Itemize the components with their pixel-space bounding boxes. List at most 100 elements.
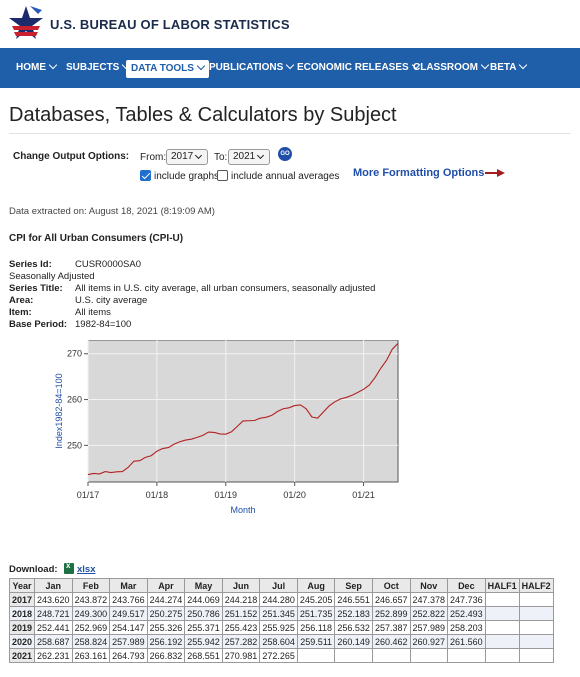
include-annual-label: include annual averages bbox=[231, 171, 340, 182]
column-header: May bbox=[184, 578, 223, 593]
table-cell: 256.532 bbox=[334, 620, 373, 635]
table-row: 2021 262.231 263.161 264.793 266.832 268.551 2… bbox=[8, 648, 554, 663]
go-button[interactable]: GO bbox=[278, 147, 292, 161]
series-id-value: CUSR0000SA0 bbox=[75, 259, 142, 270]
bureau-name[interactable]: U.S. BUREAU OF LABOR STATISTICS bbox=[50, 17, 290, 32]
nav-item-data-tools[interactable]: DATA TOOLS bbox=[126, 60, 209, 78]
table-cell: 243.620 bbox=[34, 592, 73, 607]
row-year: 2021 bbox=[8, 648, 36, 663]
table-cell bbox=[484, 606, 520, 621]
more-formatting-link[interactable]: More Formatting Options bbox=[353, 167, 485, 179]
chevron-down-icon bbox=[194, 151, 203, 160]
table-cell: 256.118 bbox=[296, 620, 336, 635]
table-cell: 263.161 bbox=[71, 648, 111, 663]
nav-item-economic-releases[interactable]: ECONOMIC RELEASES bbox=[297, 48, 420, 88]
nav-item-subjects[interactable]: SUBJECTS bbox=[66, 48, 131, 88]
column-header: Apr bbox=[146, 578, 186, 593]
x-tick-label: 01/18 bbox=[146, 490, 169, 500]
excel-file-icon[interactable] bbox=[64, 561, 74, 574]
table-header-row: Year Jan Feb Mar Apr May Jun Jul Aug Sep Oct Nov Dec… bbox=[8, 578, 554, 593]
table-cell: 258.203 bbox=[447, 620, 486, 635]
item-label: Item: bbox=[9, 307, 32, 318]
table-cell: 268.551 bbox=[184, 648, 223, 663]
bls-star-logo-icon[interactable] bbox=[8, 4, 44, 44]
column-header: Jan bbox=[34, 578, 73, 593]
column-header: HALF2 bbox=[518, 578, 554, 593]
column-header: Jun bbox=[221, 578, 261, 593]
y-axis: 250 260 270 bbox=[67, 349, 88, 450]
table-cell: 260.927 bbox=[409, 634, 449, 649]
table-cell bbox=[484, 620, 520, 635]
column-header: Feb bbox=[71, 578, 111, 593]
table-cell bbox=[371, 648, 411, 663]
x-tick-label: 01/21 bbox=[352, 490, 375, 500]
chevron-down-icon bbox=[48, 60, 58, 70]
table-cell: 252.899 bbox=[371, 606, 411, 621]
nav-item-classroom[interactable]: CLASSROOM bbox=[413, 48, 490, 88]
base-period-value: 1982-84=100 bbox=[75, 319, 132, 330]
table-cell: 247.736 bbox=[447, 592, 486, 607]
table-row: 2018 248.721 249.300 249.517 250.275 250.786 2… bbox=[8, 606, 554, 621]
item-value: All items bbox=[75, 307, 111, 318]
chevron-down-icon bbox=[480, 60, 490, 70]
series-heading: CPI for All Urban Consumers (CPI-U) bbox=[9, 233, 184, 244]
column-header: Oct bbox=[371, 578, 411, 593]
to-label: To: bbox=[214, 152, 228, 163]
nav-item-home[interactable]: HOME bbox=[16, 48, 58, 88]
to-year-select[interactable]: 2021 bbox=[228, 149, 270, 165]
row-year: 2017 bbox=[8, 592, 36, 607]
table-cell bbox=[447, 648, 486, 663]
series-line-cpi bbox=[87, 342, 399, 476]
table-cell: 251.345 bbox=[259, 606, 298, 621]
row-year: 2019 bbox=[8, 620, 36, 635]
table-cell: 255.326 bbox=[146, 620, 186, 635]
table-cell: 258.604 bbox=[259, 634, 298, 649]
seasonal-adjustment: Seasonally Adjusted bbox=[9, 271, 95, 282]
table-cell bbox=[518, 592, 554, 607]
column-header: Aug bbox=[296, 578, 336, 593]
y-tick-label: 260 bbox=[67, 395, 82, 405]
column-header: Dec bbox=[447, 578, 486, 593]
column-header: HALF1 bbox=[484, 578, 520, 593]
row-year: 2020 bbox=[8, 634, 36, 649]
table-cell: 252.493 bbox=[447, 606, 486, 621]
y-axis-label: Index1982-84=100 bbox=[54, 373, 64, 448]
table-cell: 255.925 bbox=[259, 620, 298, 635]
table-cell: 250.275 bbox=[146, 606, 186, 621]
table-cell: 255.423 bbox=[221, 620, 261, 635]
x-tick-label: 01/20 bbox=[283, 490, 306, 500]
table-cell: 252.441 bbox=[34, 620, 73, 635]
title-divider bbox=[9, 133, 571, 134]
column-header: Sep bbox=[334, 578, 373, 593]
include-graphs-checkbox[interactable] bbox=[140, 170, 151, 181]
table-cell: 257.989 bbox=[109, 634, 148, 649]
table-cell: 272.265 bbox=[259, 648, 298, 663]
from-year-select[interactable]: 2017 bbox=[166, 149, 208, 165]
table-cell: 246.657 bbox=[371, 592, 411, 607]
y-tick-label: 250 bbox=[67, 440, 82, 450]
series-id-label: Series Id: bbox=[9, 259, 52, 270]
table-cell: 260.462 bbox=[371, 634, 411, 649]
table-cell: 244.280 bbox=[259, 592, 298, 607]
table-row: 2019 252.441 252.969 254.147 255.326 255.371 2… bbox=[8, 620, 554, 635]
from-label: From: bbox=[140, 152, 167, 163]
xlsx-download-link[interactable]: xlsx bbox=[77, 564, 96, 575]
column-header: Mar bbox=[109, 578, 148, 593]
series-title-label: Series Title: bbox=[9, 283, 63, 294]
table-cell: 245.205 bbox=[296, 592, 336, 607]
table-cell: 261.560 bbox=[447, 634, 486, 649]
nav-item-publications[interactable]: PUBLICATIONS bbox=[209, 48, 295, 88]
nav-item-beta[interactable]: BETA bbox=[490, 48, 528, 88]
table-cell bbox=[484, 648, 520, 663]
table-row: 2020 258.687 258.824 257.989 256.192 255.942 2… bbox=[8, 634, 554, 649]
include-annual-checkbox[interactable] bbox=[217, 170, 228, 181]
area-label: Area: bbox=[9, 295, 34, 306]
column-header: Year bbox=[8, 578, 36, 593]
table-cell: 258.687 bbox=[34, 634, 73, 649]
table-cell: 244.274 bbox=[146, 592, 186, 607]
table-cell: 260.149 bbox=[334, 634, 373, 649]
download-label: Download: bbox=[9, 564, 58, 575]
table-cell: 256.192 bbox=[146, 634, 186, 649]
page-title: Databases, Tables & Calculators by Subje… bbox=[9, 104, 397, 126]
data-extracted-text: Data extracted on: August 18, 2021 (8:19… bbox=[9, 206, 215, 217]
